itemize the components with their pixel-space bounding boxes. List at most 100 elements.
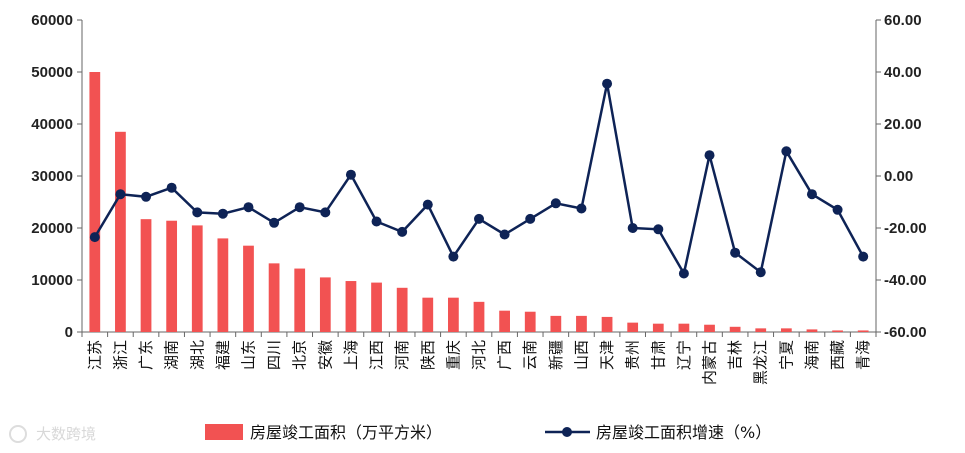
category-labels: 江苏 浙江 广东 湖南 湖北 福建 山东 四川 北京 安徽 上海 江西 河南 陕西 重庆 河北 广西 云南 新疆 山西… <box>86 340 872 385</box>
bar <box>422 297 434 332</box>
line-point <box>217 208 228 219</box>
watermark-logo-icon <box>9 425 27 443</box>
line-point <box>294 202 305 213</box>
category-label: 天津 <box>598 340 616 370</box>
y-right-tick-label: 0.00 <box>884 168 913 185</box>
legend: 房屋竣工面积（万平方米） 房屋竣工面积增速（%） <box>205 423 771 442</box>
line-point <box>832 204 843 215</box>
y-right-tick-label: -20.00 <box>884 220 927 237</box>
bar <box>140 219 152 332</box>
bar <box>857 330 869 332</box>
category-label: 甘肃 <box>649 340 667 370</box>
line-point <box>550 198 561 209</box>
category-label: 云南 <box>521 340 539 370</box>
category-label: 广东 <box>137 340 155 370</box>
bar-series <box>89 72 869 332</box>
category-label: 浙江 <box>111 340 129 370</box>
bar <box>345 281 357 332</box>
line-point <box>627 223 638 233</box>
watermark: 大数跨境 <box>9 425 96 443</box>
category-label: 新疆 <box>547 340 565 370</box>
y-left-tick-label: 30000 <box>31 168 73 185</box>
bar <box>832 330 843 332</box>
line-point <box>397 226 408 237</box>
line-point <box>858 251 869 262</box>
category-label: 黑龙江 <box>752 340 770 385</box>
bar <box>448 297 459 332</box>
y-left-tick-label: 20000 <box>31 220 73 237</box>
category-label: 湖北 <box>188 340 206 370</box>
bar <box>115 131 126 332</box>
line-point <box>192 207 203 218</box>
category-label: 西藏 <box>829 340 847 370</box>
line-point <box>89 232 100 243</box>
bar <box>652 323 664 332</box>
category-label: 辽宁 <box>675 340 693 370</box>
line-point <box>166 182 177 193</box>
line-point <box>755 267 766 278</box>
bar <box>627 322 639 332</box>
legend-line-marker <box>562 427 572 437</box>
line-point <box>781 146 792 157</box>
bar <box>678 323 690 332</box>
legend-line-label: 房屋竣工面积增速（%） <box>596 423 771 442</box>
category-label: 安徽 <box>316 340 334 370</box>
category-label: 内蒙古 <box>701 340 719 385</box>
line-point <box>115 189 126 200</box>
y-right-tick-label: 40.00 <box>884 64 922 81</box>
category-label: 上海 <box>342 340 360 370</box>
category-label: 山西 <box>572 340 590 370</box>
y-left-tick-label: 60000 <box>31 12 73 29</box>
bar <box>524 311 536 332</box>
y-right-tick-label: 60.00 <box>884 12 922 29</box>
line-point <box>422 199 433 210</box>
category-label: 陕西 <box>419 340 437 370</box>
bar <box>499 310 510 332</box>
line-point <box>602 78 613 89</box>
category-label: 宁夏 <box>777 340 795 370</box>
category-label: 广西 <box>496 340 514 370</box>
line-point <box>499 229 510 240</box>
watermark-text: 大数跨境 <box>36 425 96 443</box>
line-point <box>653 224 664 235</box>
bar <box>576 315 587 332</box>
category-label: 四川 <box>265 340 283 370</box>
bar <box>473 301 485 332</box>
y-left-tick-label: 40000 <box>31 116 73 133</box>
growth-line <box>93 83 865 277</box>
line-point <box>371 216 382 227</box>
line-point <box>448 251 459 262</box>
chart-axes: 0 10000 20000 30000 40000 50000 60000 -60.00 -40… <box>31 12 926 341</box>
bar <box>704 324 715 332</box>
bar <box>396 287 408 332</box>
bar <box>550 315 562 332</box>
category-label: 福建 <box>214 340 232 370</box>
line-point <box>806 189 817 200</box>
bar <box>780 328 792 332</box>
line-series <box>89 78 869 279</box>
y-right-tick-label: -60.00 <box>884 324 927 341</box>
category-label: 江苏 <box>86 340 104 370</box>
y-left-tick-label: 10000 <box>31 272 73 289</box>
bar <box>89 72 101 332</box>
category-label: 山东 <box>239 340 257 370</box>
y-right-tick-label: -40.00 <box>884 272 927 289</box>
line-point <box>345 169 356 180</box>
bar <box>371 282 382 332</box>
line-point <box>576 203 587 214</box>
category-label: 北京 <box>291 340 309 370</box>
legend-bar-swatch <box>205 424 243 440</box>
line-point <box>704 150 715 161</box>
y-left-tick-label: 0 <box>65 324 73 341</box>
bar <box>243 245 254 332</box>
bar <box>806 329 818 332</box>
bar <box>729 326 741 332</box>
category-label: 河北 <box>470 340 488 370</box>
line-point <box>320 207 331 218</box>
y-right-tick-label: 20.00 <box>884 116 922 133</box>
line-point <box>269 217 280 228</box>
line-point <box>141 191 152 202</box>
bar <box>319 277 331 332</box>
line-point <box>730 247 741 258</box>
category-label: 江西 <box>368 340 386 370</box>
